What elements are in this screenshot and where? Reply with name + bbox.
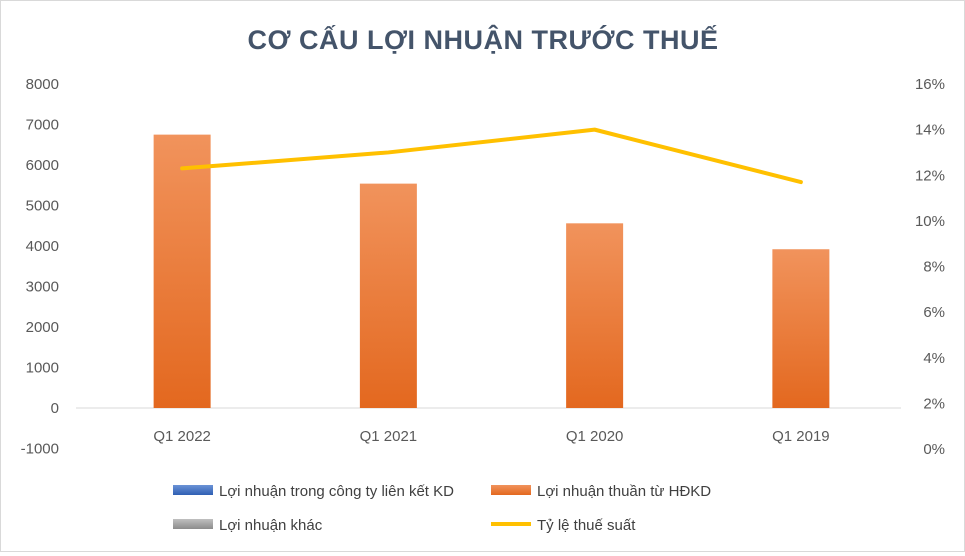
category-label: Q1 2022	[153, 428, 211, 445]
left-tick-label: 7000	[26, 117, 59, 134]
left-tick-label: 1000	[26, 360, 59, 377]
left-tick-label: -1000	[21, 441, 59, 458]
chart-title: CƠ CẤU LỢI NHUẬN TRƯỚC THUẾ	[248, 24, 719, 55]
category-label: Q1 2020	[566, 428, 624, 445]
left-tick-label: 0	[51, 400, 59, 417]
legend-swatch-other	[173, 519, 213, 529]
right-axis-ticks: 16% 14% 12% 10% 8% 6% 4% 2% 0%	[915, 76, 945, 458]
legend-swatch-associates	[173, 485, 213, 495]
legend-swatch-operating	[491, 485, 531, 495]
left-tick-label: 4000	[26, 238, 59, 255]
bar-1-2	[566, 223, 623, 408]
right-tick-label: 4%	[923, 350, 945, 367]
right-tick-label: 12%	[915, 167, 945, 184]
legend: Lợi nhuận trong công ty liên kết KD Lợi …	[173, 483, 711, 534]
left-tick-label: 6000	[26, 157, 59, 174]
tax-rate-line	[182, 130, 801, 182]
right-tick-label: 6%	[923, 304, 945, 321]
right-tick-label: 8%	[923, 259, 945, 276]
left-tick-label: 3000	[26, 279, 59, 296]
line-series	[182, 130, 801, 183]
category-label: Q1 2019	[772, 428, 830, 445]
right-tick-label: 10%	[915, 213, 945, 230]
bar-1-3	[772, 249, 829, 408]
category-label: Q1 2021	[360, 428, 418, 445]
bar-series	[154, 135, 830, 408]
right-tick-label: 0%	[923, 441, 945, 458]
right-tick-label: 14%	[915, 122, 945, 139]
left-tick-label: 8000	[26, 76, 59, 93]
right-tick-label: 16%	[915, 76, 945, 93]
category-labels: Q1 2022 Q1 2021 Q1 2020 Q1 2019	[153, 428, 829, 445]
legend-label-tax-rate: Tỷ lệ thuế suất	[537, 517, 636, 534]
left-tick-label: 2000	[26, 319, 59, 336]
bar-1-0	[154, 135, 211, 408]
right-tick-label: 2%	[923, 395, 945, 412]
legend-label-associates: Lợi nhuận trong công ty liên kết KD	[219, 483, 454, 500]
legend-label-operating: Lợi nhuận thuần từ HĐKD	[537, 483, 711, 500]
left-axis-ticks: 8000 7000 6000 5000 4000 3000 2000 1000 0 -1000	[21, 76, 59, 458]
left-tick-label: 5000	[26, 198, 59, 215]
bar-1-1	[360, 184, 417, 408]
legend-label-other: Lợi nhuận khác	[219, 517, 323, 534]
